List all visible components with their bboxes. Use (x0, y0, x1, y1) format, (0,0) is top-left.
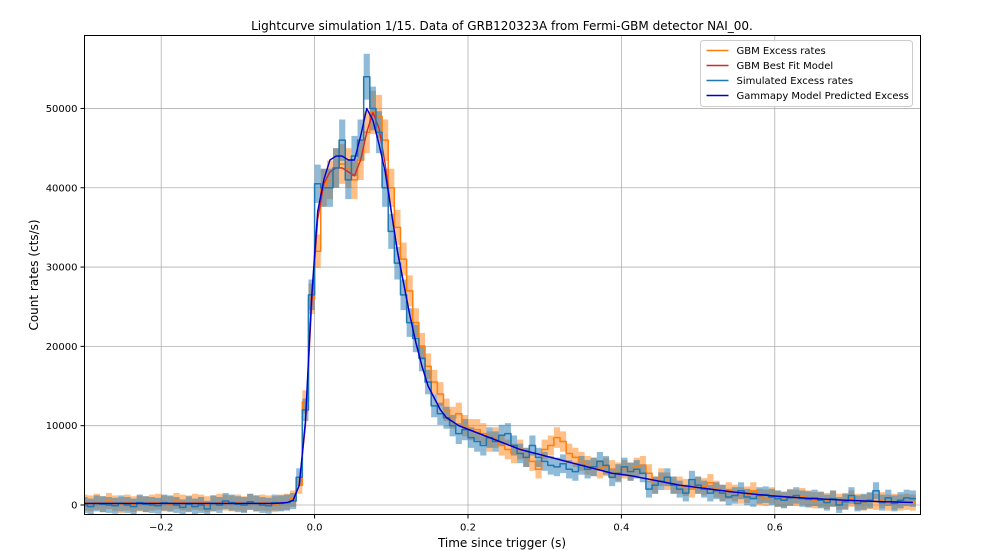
legend: GBM Excess rates GBM Best Fit Model Simula… (700, 40, 913, 107)
series-lines (84, 75, 916, 510)
x-tick-label: 0.2 (460, 523, 476, 534)
y-tick-label: 10000 (46, 421, 78, 432)
y-tick-label: 20000 (46, 342, 78, 353)
y-tick-label: 30000 (46, 263, 78, 274)
legend-entry: Simulated Excess rates (737, 76, 854, 87)
x-axis-label: Time since trigger (s) (437, 536, 566, 550)
legend-entry: GBM Best Fit Model (737, 61, 834, 72)
plot-frame (84, 35, 921, 515)
y-axis-label: Count rates (cts/s) (27, 219, 41, 330)
error-bar (204, 500, 211, 515)
y-tick-label: 40000 (46, 183, 78, 194)
grid (84, 35, 921, 515)
y-tick-label: 0 (71, 500, 77, 511)
y-tick-label: 50000 (46, 104, 78, 115)
legend-entry: GBM Excess rates (737, 46, 826, 57)
x-tick-label: 0.4 (613, 523, 629, 534)
chart-title: Lightcurve simulation 1/15. Data of GRB1… (251, 19, 753, 33)
x-tick-label: 0.0 (307, 523, 323, 534)
legend-entry: Gammapy Model Predicted Excess (737, 91, 909, 102)
legend-box (700, 40, 913, 107)
series-line (84, 75, 916, 510)
axis-ticks: −0.2 0.0 0.2 0.4 0.6 0 10000 20000 30000 40000 500… (46, 104, 783, 534)
series-line (84, 107, 913, 505)
x-tick-label: −0.2 (149, 523, 173, 534)
x-tick-label: 0.6 (767, 523, 783, 534)
